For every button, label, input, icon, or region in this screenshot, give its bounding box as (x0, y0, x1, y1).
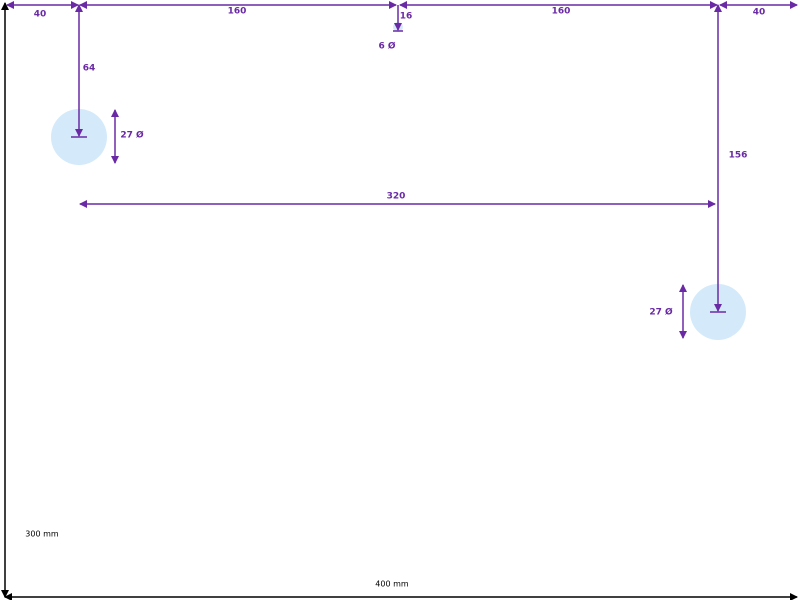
dim-label: 16 (400, 12, 413, 22)
dim-label: 27 Ø (649, 307, 673, 318)
labels: 40 160 16 6 Ø 160 40 64 27 Ø 156 320 27 … (25, 7, 765, 589)
dim-label: 160 (552, 7, 571, 17)
dim-label: 64 (83, 64, 96, 74)
dim-label: 160 (228, 7, 247, 17)
dim-label: 156 (729, 151, 748, 161)
dim-label: 320 (387, 192, 406, 202)
width-label: 400 mm (375, 580, 409, 589)
dim-label: 6 Ø (378, 41, 395, 52)
dim-label: 27 Ø (120, 130, 144, 141)
holes (51, 22, 746, 340)
dim-label: 40 (34, 10, 47, 20)
dim-label: 40 (753, 8, 766, 18)
height-label: 300 mm (25, 530, 59, 539)
